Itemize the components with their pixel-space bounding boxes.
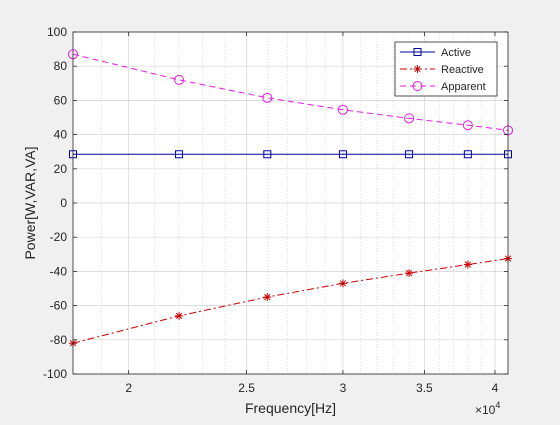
y-axis-label: Power[W,VAR,VA]: [22, 146, 38, 259]
y-tick-label: -40: [50, 264, 68, 278]
x-exponent-base: ×10: [475, 403, 496, 417]
data-point-apparent: [337, 104, 348, 115]
x-tick-label: 2.5: [238, 381, 255, 395]
y-tick-label: 80: [54, 59, 68, 73]
y-tick-label: 20: [54, 162, 68, 176]
y-tick-label: -60: [50, 299, 68, 313]
data-point-apparent: [174, 74, 185, 85]
data-point-active: [175, 150, 184, 159]
series-line-reactive: [72, 258, 509, 344]
data-point-apparent: [404, 113, 415, 124]
data-point-active: [338, 150, 347, 159]
legend-marker-apparent: [412, 81, 423, 91]
data-point-reactive: [338, 279, 347, 288]
x-tick-label: 2: [125, 381, 132, 395]
x-exponent-power: 4: [495, 400, 500, 410]
y-tick-label: 60: [54, 93, 68, 107]
data-point-active: [405, 150, 414, 159]
data-point-reactive: [263, 293, 272, 302]
x-axis-label: Frequency[Hz]: [245, 400, 336, 416]
x-tick-label: 3: [340, 381, 347, 395]
y-tick-label: -80: [50, 333, 68, 347]
y-tick-label: 40: [54, 128, 68, 142]
data-point-active: [263, 150, 272, 159]
legend-label-active: Active: [441, 47, 471, 59]
data-point-apparent: [462, 120, 473, 131]
y-tick-label: 100: [47, 25, 67, 39]
data-point-reactive: [463, 260, 472, 269]
x-tick-label: 3.5: [416, 381, 433, 395]
legend-label-reactive: Reactive: [441, 64, 484, 76]
data-point-apparent: [262, 92, 273, 103]
series-line-apparent: [72, 53, 509, 131]
x-exponent-label: ×104: [475, 400, 500, 417]
legend-marker-active: [413, 48, 422, 56]
y-tick-label: 0: [60, 196, 67, 210]
legend: Active Reactive Apparent: [394, 41, 498, 97]
data-point-reactive: [175, 311, 184, 320]
axes: 2 2.5 3 3.5 4 -100 -80 -60 -40 -20 0 20 40 60 80 100: [43, 25, 508, 395]
legend-label-apparent: Apparent: [441, 81, 486, 93]
legend-marker-reactive: [413, 65, 422, 73]
x-tick-label: 4: [492, 381, 499, 395]
y-tick-label: -100: [43, 367, 67, 381]
data-point-reactive: [405, 269, 414, 278]
grid: [73, 31, 509, 375]
data-point-active: [463, 150, 472, 159]
y-tick-label: -20: [50, 230, 68, 244]
